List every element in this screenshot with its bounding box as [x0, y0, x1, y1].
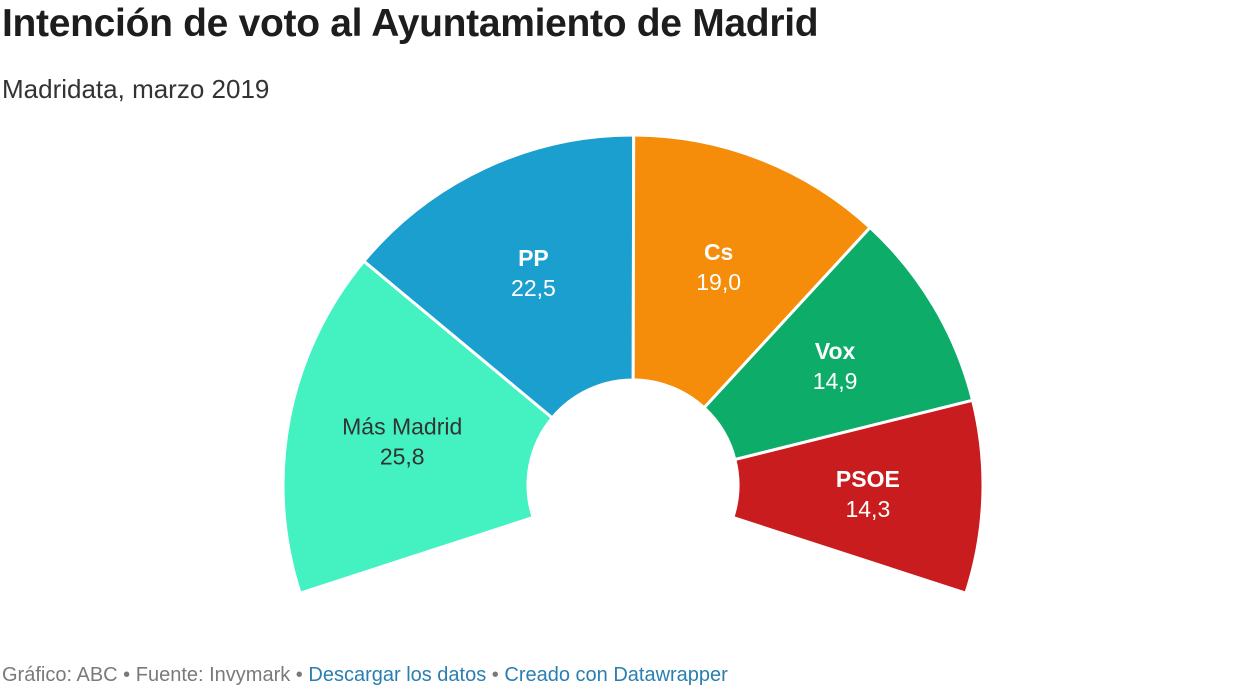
- slice-label-value: 22,5: [511, 275, 556, 301]
- slice-label-name: PP: [518, 245, 549, 271]
- slice-label-value: 25,8: [380, 444, 425, 470]
- slice-label-name: Cs: [704, 239, 733, 265]
- chart-footer: Gráfico: ABC • Fuente: Invymark • Descar…: [2, 664, 728, 687]
- footer-separator: •: [486, 664, 505, 686]
- datawrapper-link[interactable]: Creado con Datawrapper: [504, 664, 728, 686]
- slice-label-name: PSOE: [836, 466, 900, 492]
- slice-vox: [702, 225, 975, 462]
- slice-cs: [631, 133, 873, 410]
- slice-psoe: [730, 398, 985, 596]
- slice-label-value: 14,3: [845, 496, 890, 522]
- footer-source: Fuente: Invymark: [135, 664, 291, 686]
- download-data-link[interactable]: Descargar los datos: [308, 664, 487, 686]
- footer-separator: •: [117, 664, 136, 686]
- slice-label-value: 14,9: [813, 368, 858, 394]
- slice-pp: [361, 133, 636, 420]
- slice-label-name: Más Madrid: [342, 414, 462, 440]
- slice-m-s-madrid: [281, 259, 555, 596]
- slice-label-name: Vox: [815, 338, 856, 364]
- slice-label-value: 19,0: [696, 269, 741, 295]
- chart-subtitle: Madridata, marzo 2019: [2, 74, 270, 104]
- footer-separator: •: [290, 664, 309, 686]
- footer-credit: Gráfico: ABC: [2, 664, 118, 686]
- chart-title: Intención de voto al Ayuntamiento de Mad…: [2, 2, 819, 45]
